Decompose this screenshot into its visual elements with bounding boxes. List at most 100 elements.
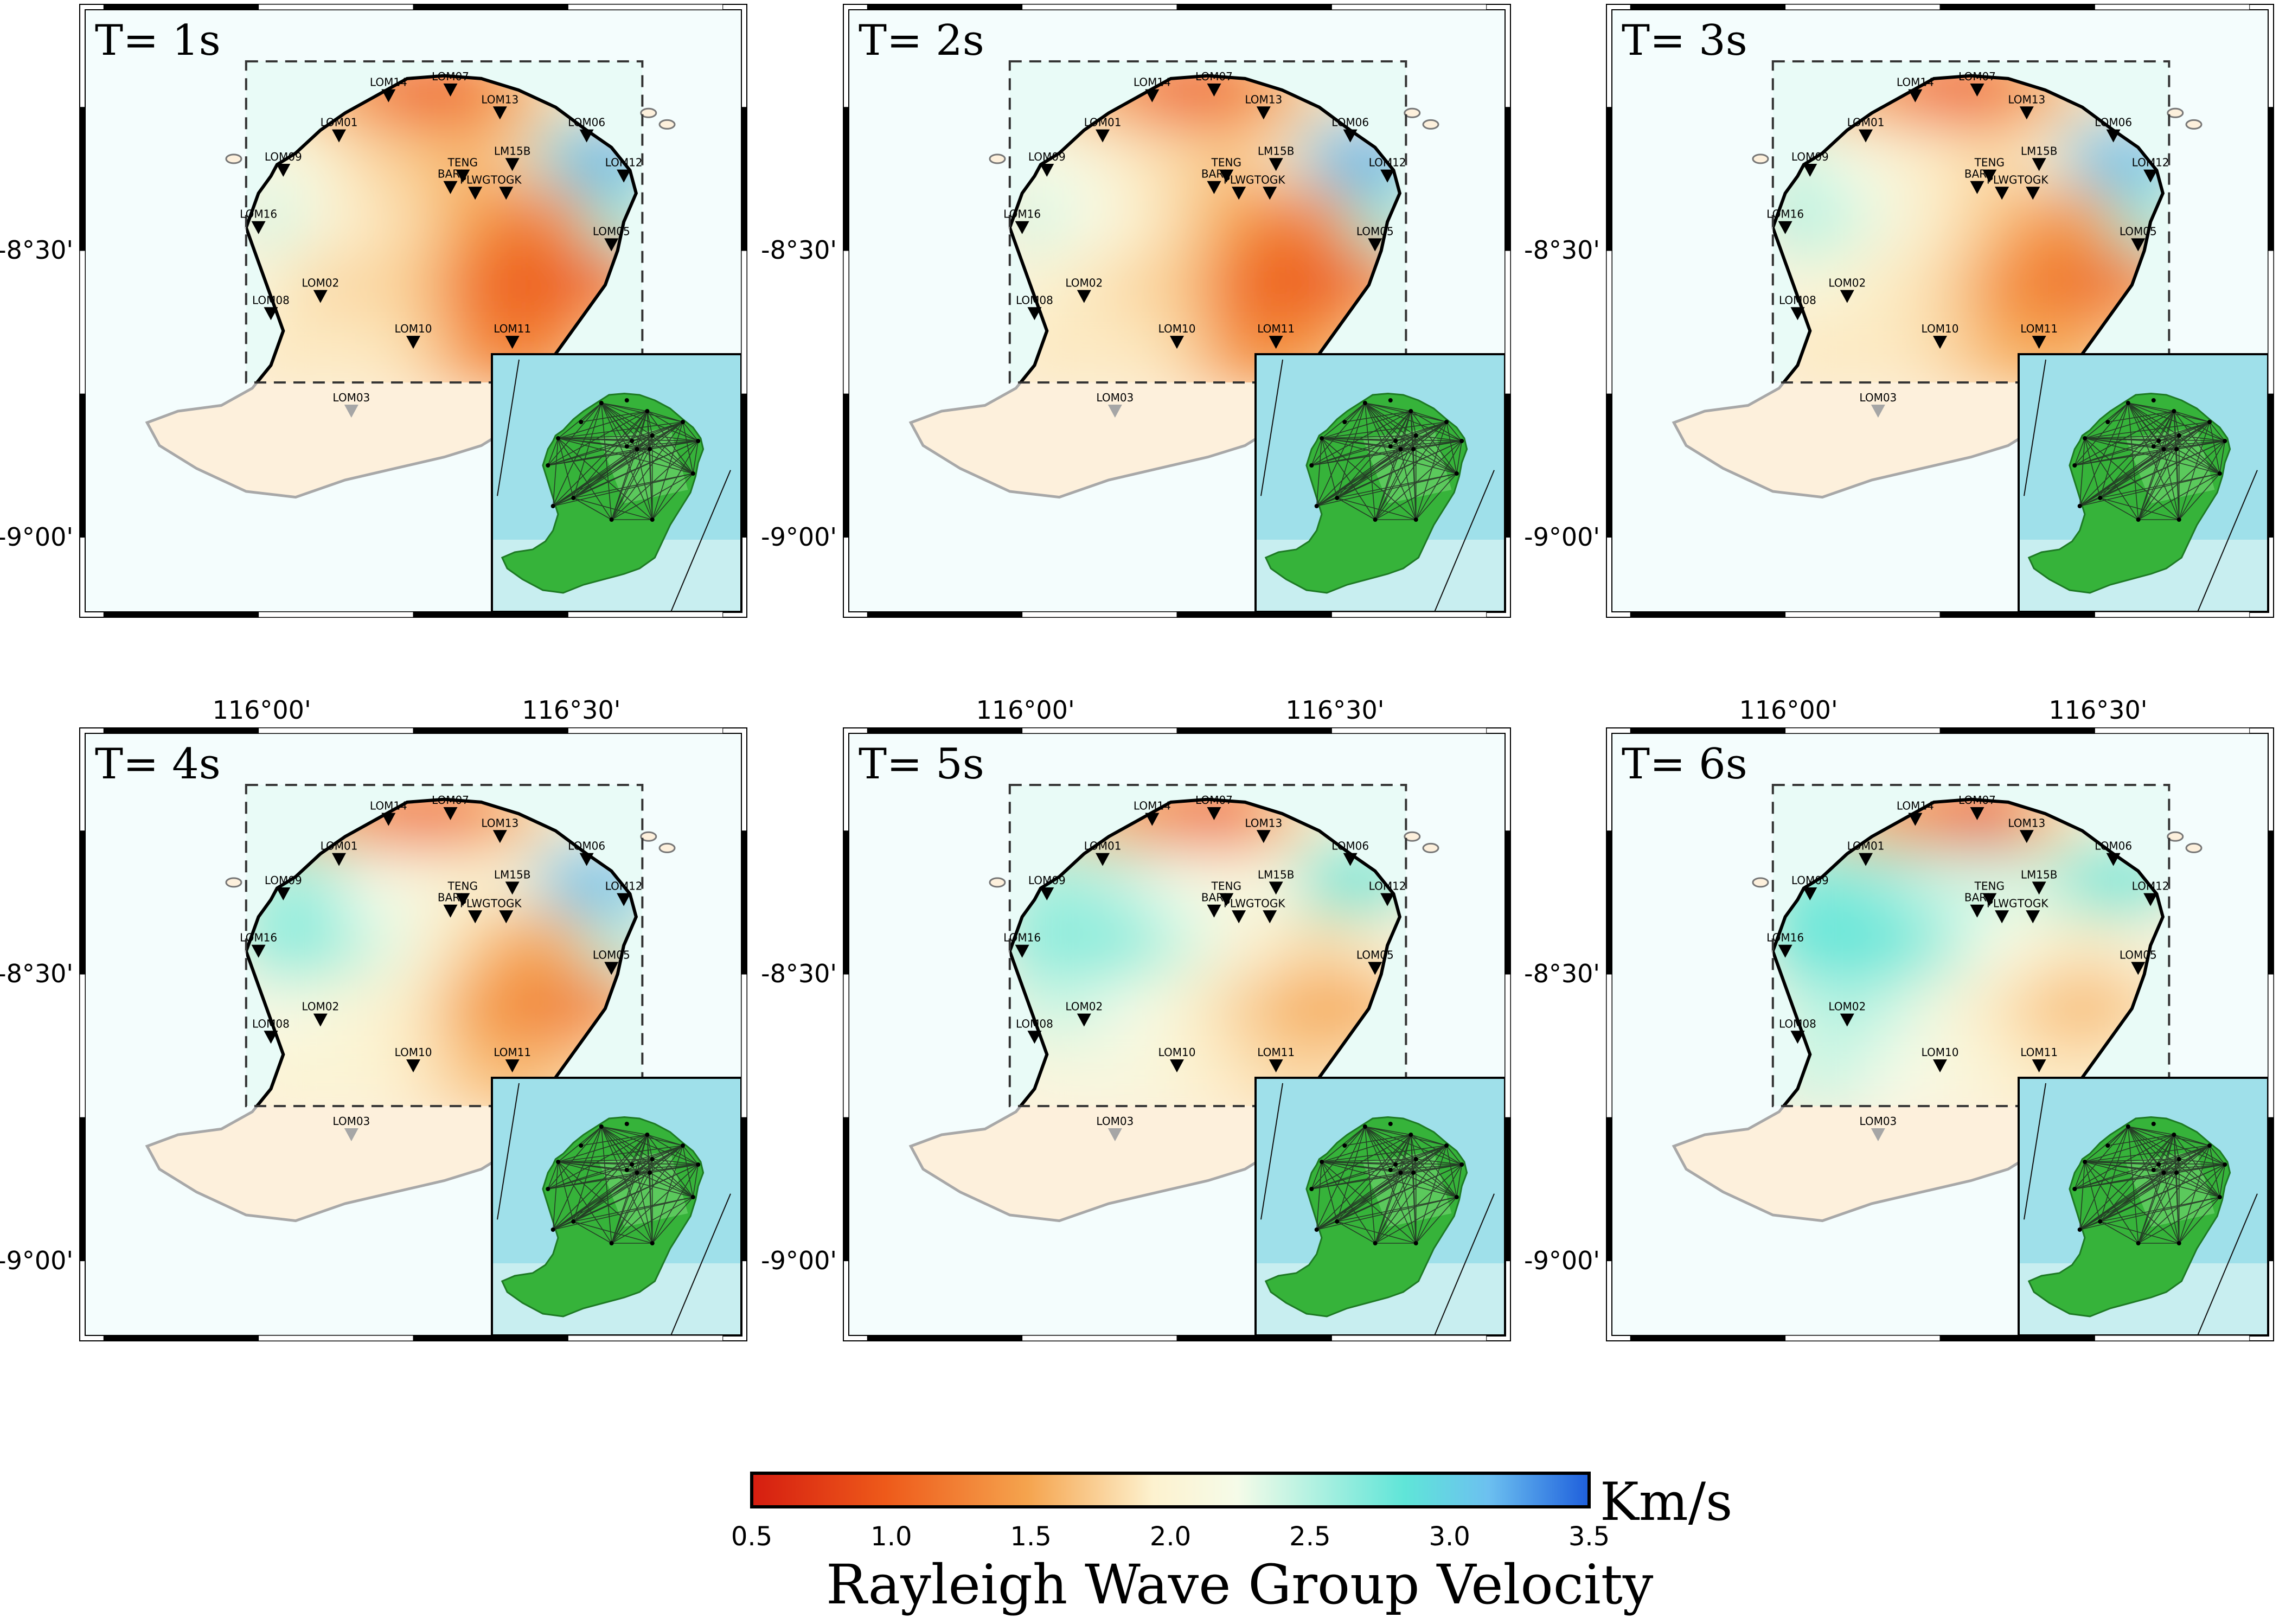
velocity-cell — [293, 316, 348, 383]
map-panel-6: LOM07 LOM14 LOM13 LOM01 LOM06 LOM09 TENG LM15B L… — [1524, 695, 2274, 1341]
map-panel-1: LOM07 LOM14 LOM13 LOM01 LOM06 LOM09 TENG LM15B L… — [0, 0, 747, 618]
map-canvas: LOM07 LOM14 LOM13 LOM01 LOM06 LOM09 TENG LM15B L… — [1606, 4, 2274, 618]
station-label: TENG — [1211, 880, 1241, 893]
station-label: LOM01 — [321, 116, 358, 129]
station-marker — [1790, 307, 1805, 321]
y-tick-label: -8°30' — [0, 959, 74, 988]
station-label: LOM16 — [1766, 931, 1804, 944]
station-label: LOM13 — [481, 816, 518, 829]
station-marker — [381, 813, 396, 826]
station-marker — [1145, 813, 1160, 826]
velocity-cell — [1969, 252, 2023, 321]
coastline-black — [1772, 74, 2165, 383]
velocity-cell — [1820, 187, 1874, 257]
station-label: LOM13 — [1245, 816, 1282, 829]
station-marker — [2131, 962, 2146, 975]
station-label: LOM09 — [265, 874, 302, 887]
station-marker — [1256, 830, 1271, 843]
velocity-cell — [1255, 911, 1309, 980]
velocity-cell — [293, 252, 348, 321]
velocity-cell — [392, 1039, 447, 1107]
station-marker — [1908, 89, 1923, 103]
station-label: LOM05 — [1356, 225, 1394, 238]
station-marker — [1269, 336, 1283, 349]
colorbar-unit: Km/s — [1600, 1472, 1733, 1532]
velocity-cell — [1156, 799, 1211, 852]
station-label: LOM03 — [1859, 391, 1897, 404]
velocity-cell — [343, 911, 397, 980]
colorbar-title: Rayleigh Wave Group Velocity — [826, 1553, 1654, 1616]
station-marker — [1207, 181, 1221, 194]
colorbar: 0.5 1.0 1.5 2.0 2.5 3.0 3.5 Km/s Rayleigh Wave… — [731, 1472, 1732, 1616]
period-label: T= 5s — [859, 740, 984, 789]
map-frame — [79, 4, 747, 618]
station-marker — [2026, 187, 2040, 200]
station-marker — [1170, 336, 1184, 349]
station-label: LOM14 — [370, 76, 407, 89]
inset-ray-coverage-map — [1254, 1077, 1506, 1337]
colorbar-ramp — [750, 1472, 1591, 1508]
station-label: LM15B — [494, 868, 531, 881]
station-marker — [1343, 853, 1358, 866]
station-marker — [1207, 904, 1221, 918]
station-label: LOM16 — [1003, 931, 1041, 944]
station-label: LOM14 — [370, 800, 407, 813]
islet — [1752, 877, 1769, 888]
period-label: T= 1s — [95, 16, 221, 65]
station-label: PLWG — [1987, 897, 2018, 910]
station-marker — [332, 853, 347, 866]
velocity-cell — [1156, 75, 1211, 128]
islet — [225, 154, 242, 164]
velocity-cell — [1969, 1039, 2023, 1107]
y-tick-label: -8°30' — [761, 959, 837, 988]
inset-ray-coverage-map — [491, 353, 742, 613]
station-label: LOM09 — [1791, 874, 1829, 887]
velocity-cell — [1106, 975, 1161, 1044]
station-marker — [406, 336, 420, 349]
station-marker — [499, 910, 514, 924]
station-marker — [443, 807, 458, 820]
station-marker — [1803, 164, 1817, 177]
station-label: LOM14 — [1134, 800, 1171, 813]
station-marker — [604, 238, 619, 252]
islet — [658, 842, 676, 853]
station-marker — [313, 1013, 328, 1027]
station-label: TOGK — [490, 897, 522, 910]
station-marker — [1263, 910, 1277, 924]
study-area-box — [1008, 784, 1407, 1108]
x-tick-label: 116°30' — [2048, 695, 2148, 725]
station-label: TENG — [1974, 156, 2005, 169]
station-label: LOM06 — [568, 840, 605, 853]
station-label: LOM10 — [395, 1046, 432, 1059]
station-label: LOM02 — [1828, 1000, 1866, 1013]
velocity-cell — [491, 187, 546, 257]
station-label: TOGK — [2017, 173, 2048, 186]
station-label: LOM02 — [302, 277, 339, 290]
velocity-cell — [1156, 316, 1211, 383]
station-label: LOM09 — [1028, 874, 1066, 887]
velocity-cell — [1106, 847, 1161, 916]
colorbar-tick-label: 1.0 — [870, 1521, 912, 1552]
velocity-cell — [1156, 975, 1211, 1044]
velocity-cell — [392, 975, 447, 1044]
velocity-cell — [1870, 1039, 1924, 1107]
station-label: LOM07 — [1958, 794, 1996, 807]
station-marker — [332, 129, 347, 143]
station-marker — [492, 830, 507, 843]
velocity-cell — [2018, 123, 2072, 192]
velocity-cell — [1255, 187, 1309, 257]
y-tick-label: -8°30' — [1524, 235, 1600, 265]
velocity-cell — [392, 847, 447, 916]
station-label: LM15B — [494, 144, 531, 157]
station-marker — [1933, 336, 1947, 349]
station-marker — [617, 169, 631, 183]
velocity-cell — [1304, 911, 1359, 980]
velocity-cell — [1919, 799, 1974, 852]
station-label: LOM08 — [1779, 1017, 1816, 1030]
station-label: TENG — [1211, 156, 1241, 169]
velocity-cell — [1206, 123, 1260, 192]
velocity-cell — [1106, 316, 1161, 383]
station-marker — [1232, 187, 1246, 200]
station-marker — [1982, 893, 1997, 906]
study-area-box — [1771, 60, 2171, 384]
